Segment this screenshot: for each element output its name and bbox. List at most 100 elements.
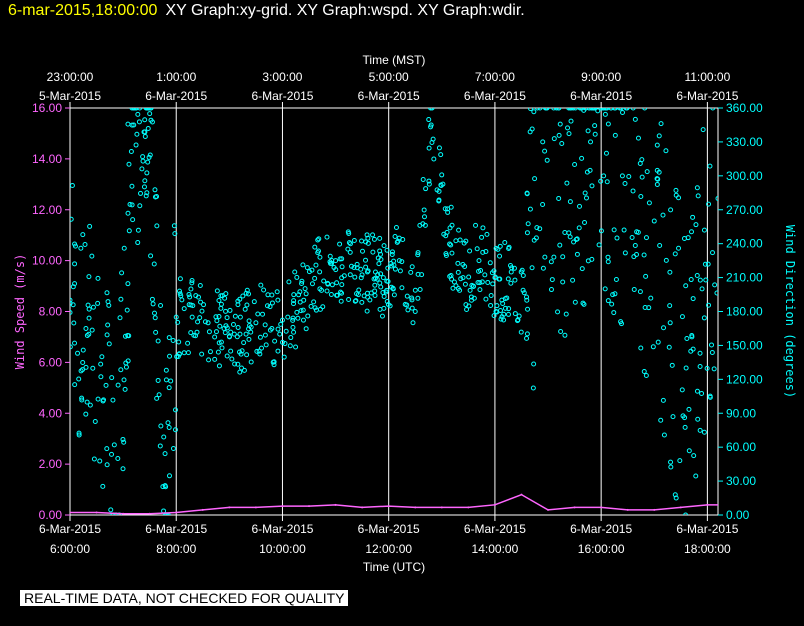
wind-direction-point: [494, 303, 500, 309]
wind-direction-point: [548, 259, 554, 265]
wind-direction-point: [676, 245, 682, 251]
wind-direction-point: [152, 315, 158, 321]
wind-direction-point: [391, 292, 397, 298]
wind-direction-point: [166, 335, 172, 341]
wind-direction-point: [138, 190, 144, 196]
y-tick-label-right: 60.00: [726, 440, 756, 454]
x-tick-label-time: 12:00:00: [365, 542, 412, 556]
wind-direction-point: [457, 287, 463, 293]
wind-direction-point: [338, 289, 344, 295]
wind-direction-point: [563, 311, 569, 317]
wind-direction-point: [80, 347, 86, 353]
wind-direction-point: [426, 145, 432, 151]
wind-direction-point: [207, 349, 213, 355]
wind-direction-point: [261, 287, 267, 293]
wind-direction-point: [621, 227, 627, 233]
header-graphs: XY Graph:xy-grid. XY Graph:wspd. XY Grap…: [165, 2, 525, 19]
wind-direction-point: [90, 304, 96, 310]
wind-direction-point: [474, 246, 480, 252]
wind-direction-point: [610, 292, 616, 298]
wind-direction-point: [257, 334, 263, 340]
wind-direction-point: [216, 363, 222, 369]
wind-direction-point: [679, 314, 685, 320]
wind-direction-point: [364, 308, 370, 314]
wind-speed-point: [679, 506, 682, 509]
wind-direction-point: [670, 414, 676, 420]
wind-direction-point: [524, 335, 530, 341]
wind-direction-point: [572, 162, 578, 168]
wind-direction-point: [502, 239, 508, 245]
wind-direction-point: [555, 309, 561, 315]
wind-direction-point: [334, 280, 340, 286]
wind-direction-point: [148, 253, 154, 259]
wind-direction-point: [267, 327, 273, 333]
wind-direction-point: [146, 154, 152, 160]
wind-direction-point: [228, 348, 234, 354]
wind-direction-point: [223, 308, 229, 314]
wind-direction-point: [660, 397, 666, 403]
wind-direction-point: [381, 243, 387, 249]
wind-direction-point: [402, 301, 408, 307]
wind-direction-point: [694, 272, 700, 278]
wind-direction-point: [72, 241, 78, 247]
wind-direction-point: [699, 286, 705, 292]
wind-direction-point: [504, 295, 510, 301]
top-tick-label-date: 6-Mar-2015: [464, 89, 526, 103]
wind-direction-point: [571, 239, 577, 245]
wind-direction-point: [78, 245, 84, 251]
wind-direction-point: [358, 266, 364, 272]
wind-direction-point: [556, 132, 562, 138]
x-tick-label-time: 6:00:00: [50, 542, 90, 556]
wind-direction-point: [324, 234, 330, 240]
wind-speed-point: [95, 511, 98, 514]
wind-direction-point: [684, 335, 690, 341]
wind-direction-point: [673, 187, 679, 193]
wind-speed-point: [387, 505, 390, 508]
wind-speed-point: [653, 508, 656, 511]
wind-direction-point: [104, 332, 110, 338]
wind-direction-point: [198, 299, 204, 305]
wind-direction-point: [505, 276, 511, 282]
wind-direction-point: [710, 250, 716, 256]
wind-direction-point: [658, 417, 664, 423]
wind-direction-point: [262, 322, 268, 328]
wind-direction-point: [115, 455, 121, 461]
wind-direction-point: [315, 250, 321, 256]
wind-direction-point: [502, 305, 508, 311]
wind-direction-point: [189, 277, 195, 283]
wind-direction-point: [206, 329, 212, 335]
wind-direction-point: [172, 407, 178, 413]
wind-direction-point: [115, 382, 121, 388]
wind-direction-point: [641, 368, 647, 374]
wind-direction-point: [673, 192, 679, 198]
x-tick-label-date: 6-Mar-2015: [358, 522, 420, 536]
wind-direction-point: [283, 328, 289, 334]
wind-direction-point: [542, 148, 548, 154]
wind-direction-point: [556, 108, 562, 111]
wind-direction-point: [244, 352, 250, 358]
wind-direction-point: [85, 302, 91, 308]
disclaimer-label: REAL-TIME DATA, NOT CHECKED FOR QUALITY: [20, 590, 349, 606]
wind-direction-point: [125, 281, 131, 287]
wind-direction-point: [399, 259, 405, 265]
wind-direction-point: [447, 241, 453, 247]
header-date: 6-mar-2015,18:00:00: [8, 2, 158, 19]
wind-direction-point: [520, 273, 526, 279]
wind-direction-point: [423, 186, 429, 192]
wind-direction-point: [556, 195, 562, 201]
wind-direction-point: [551, 136, 557, 142]
wind-direction-point: [497, 253, 503, 259]
wind-direction-point: [436, 145, 442, 151]
wind-direction-point: [338, 298, 344, 304]
wind-direction-point: [158, 423, 164, 429]
wind-direction-point: [354, 291, 360, 297]
wind-speed-series: [70, 493, 718, 515]
wind-direction-point: [372, 282, 378, 288]
wind-direction-point: [291, 301, 297, 307]
wind-direction-point: [98, 361, 104, 367]
wind-direction-point: [313, 262, 319, 268]
wind-speed-point: [254, 506, 257, 509]
wind-direction-point: [479, 279, 485, 285]
wind-direction-point: [290, 315, 296, 321]
wind-direction-point: [186, 291, 192, 297]
